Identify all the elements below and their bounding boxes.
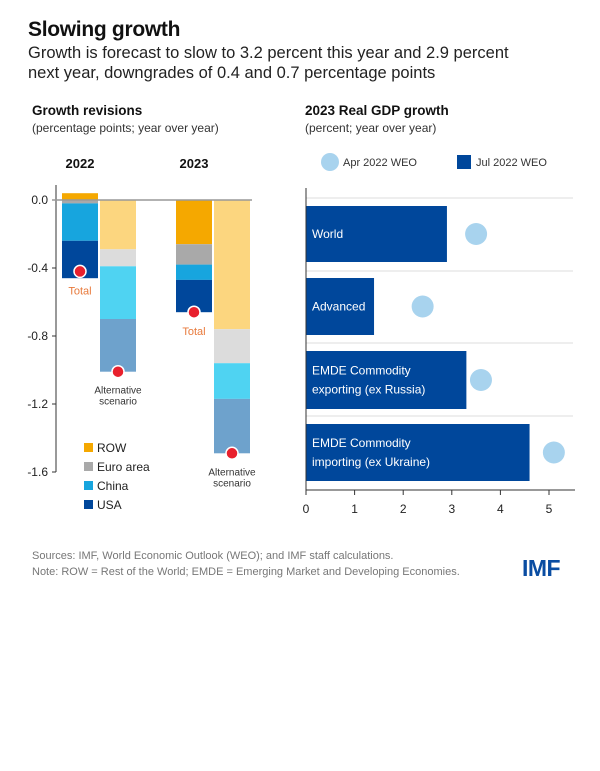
y-tick-label: -0.8 <box>27 329 48 343</box>
group-label-2022: 2022 <box>66 156 95 171</box>
category-label: Advanced <box>312 300 365 314</box>
x-tick-label: 0 <box>303 502 310 516</box>
right-panel-subtitle: (percent; year over year) <box>305 121 437 135</box>
bar-segment-usa <box>100 319 136 372</box>
x-tick-label: 1 <box>351 502 358 516</box>
alternative-scenario-label: scenario <box>99 397 137 408</box>
category-label: exporting (ex Russia) <box>312 383 425 397</box>
bar-jul-2022 <box>306 206 447 262</box>
right-panel-title: 2023 Real GDP growth <box>305 103 449 118</box>
legend-label: Euro area <box>97 460 150 474</box>
bar-segment-euro-area <box>62 200 98 204</box>
legend-label: ROW <box>97 441 127 455</box>
legend-circle-apr <box>321 153 339 171</box>
alternative-scenario-label: Alternative <box>208 467 256 478</box>
category-label: EMDE Commodity <box>312 364 411 378</box>
x-tick-label: 4 <box>497 502 504 516</box>
bar-segment-row <box>214 200 250 330</box>
left-panel-title: Growth revisions <box>32 103 143 118</box>
total-marker <box>73 264 87 279</box>
page-title: Slowing growth <box>28 18 181 41</box>
y-tick-label: -1.6 <box>27 465 48 479</box>
total-marker <box>111 364 125 379</box>
footer-sources: Sources: IMF, World Economic Outlook (WE… <box>32 550 394 562</box>
x-tick-label: 3 <box>448 502 455 516</box>
y-tick-label: 0.0 <box>31 193 48 207</box>
legend-swatch <box>84 462 93 471</box>
bar-segment-row <box>62 193 98 200</box>
left-panel-subtitle: (percentage points; year over year) <box>32 121 219 135</box>
legend-swatch <box>84 443 93 452</box>
legend-swatch <box>84 481 93 490</box>
group-label-2023: 2023 <box>180 156 209 171</box>
legend-label: China <box>97 479 129 493</box>
marker-apr-2022 <box>469 369 492 391</box>
legend-square-jul <box>457 155 471 169</box>
legend-swatch <box>84 500 93 509</box>
total-marker <box>225 446 239 461</box>
category-label: importing (ex Ukraine) <box>312 455 430 469</box>
total-label: Total <box>182 326 205 338</box>
marker-apr-2022 <box>465 223 488 245</box>
imf-logo: IMF <box>522 555 561 581</box>
bar-segment-usa <box>214 398 250 454</box>
bar-jul-2022 <box>306 424 530 481</box>
legend-label: USA <box>97 498 122 512</box>
y-tick-label: -0.4 <box>27 261 48 275</box>
y-tick-label: -1.2 <box>27 397 48 411</box>
category-label: EMDE Commodity <box>312 436 411 450</box>
bar-segment-china <box>214 363 250 399</box>
category-label: World <box>312 227 343 241</box>
bar-segment-china <box>100 266 136 319</box>
bar-jul-2022 <box>306 351 467 409</box>
bar-segment-china <box>176 264 212 280</box>
marker-apr-2022 <box>411 295 434 318</box>
bar-segment-euro-area <box>214 329 250 364</box>
bar-segment-row <box>100 200 136 250</box>
total-marker <box>187 305 201 319</box>
subtitle-line-1: Growth is forecast to slow to 3.2 percen… <box>28 44 509 62</box>
bar-segment-china <box>62 203 98 241</box>
x-tick-label: 2 <box>400 502 407 516</box>
bar-segment-euro-area <box>100 249 136 267</box>
legend-label-jul: Jul 2022 WEO <box>476 157 547 169</box>
bar-segment-row <box>176 200 212 245</box>
bar-segment-euro-area <box>176 244 212 265</box>
marker-apr-2022 <box>542 441 565 464</box>
x-tick-label: 5 <box>546 502 553 516</box>
footer-note: Note: ROW = Rest of the World; EMDE = Em… <box>32 566 460 578</box>
total-label: Total <box>68 285 91 297</box>
subtitle-line-2: next year, downgrades of 0.4 and 0.7 per… <box>28 64 436 82</box>
alternative-scenario-label: Alternative <box>94 386 142 397</box>
alternative-scenario-label: scenario <box>213 478 251 489</box>
bar-jul-2022 <box>306 278 375 335</box>
legend-label-apr: Apr 2022 WEO <box>343 157 417 169</box>
